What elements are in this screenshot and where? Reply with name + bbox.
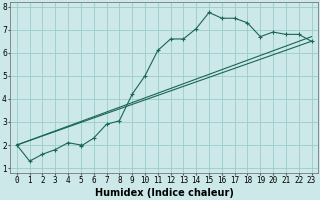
- X-axis label: Humidex (Indice chaleur): Humidex (Indice chaleur): [95, 188, 234, 198]
